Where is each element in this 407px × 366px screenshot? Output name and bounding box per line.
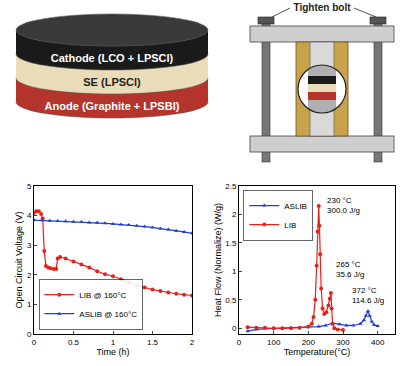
svg-text:230 °C300.0 J/g: 230 °C300.0 J/g — [327, 196, 360, 215]
svg-text:2: 2 — [27, 271, 32, 280]
svg-text:0.5: 0.5 — [225, 296, 237, 305]
svg-text:Anode (Graphite + LPSBI): Anode (Graphite + LPSBI) — [45, 100, 180, 112]
svg-text:SE (LPSCl): SE (LPSCl) — [83, 76, 141, 88]
svg-text:5: 5 — [27, 182, 32, 191]
svg-text:Cathode (LCO + LPSCl): Cathode (LCO + LPSCl) — [51, 52, 174, 64]
svg-text:4: 4 — [27, 211, 32, 220]
svg-text:2: 2 — [190, 338, 195, 347]
svg-text:1.5: 1.5 — [147, 338, 159, 347]
svg-text:200: 200 — [302, 338, 316, 347]
svg-text:100: 100 — [267, 338, 281, 347]
svg-text:Tighten bolt: Tighten bolt — [293, 2, 351, 13]
svg-text:1: 1 — [232, 267, 237, 276]
svg-text:Temperature(°C): Temperature(°C) — [284, 347, 351, 357]
svg-text:0: 0 — [237, 338, 242, 347]
svg-text:LIB @ 160°C: LIB @ 160°C — [79, 291, 126, 300]
svg-text:Open Circuit Voltage (V): Open Circuit Voltage (V) — [14, 211, 24, 308]
svg-text:1: 1 — [111, 338, 116, 347]
svg-text:0: 0 — [32, 338, 37, 347]
svg-text:400: 400 — [371, 338, 385, 347]
svg-text:0: 0 — [232, 324, 237, 333]
svg-text:300: 300 — [336, 338, 350, 347]
svg-text:Time (h): Time (h) — [96, 347, 129, 357]
svg-text:1: 1 — [27, 300, 32, 309]
svg-text:Heat Flow (Normalize) (W/g): Heat Flow (Normalize) (W/g) — [213, 203, 223, 317]
svg-text:LIB: LIB — [284, 221, 296, 230]
svg-text:372 °C114.6 J/g: 372 °C114.6 J/g — [352, 286, 384, 305]
svg-text:3: 3 — [27, 241, 32, 250]
svg-text:2: 2 — [232, 210, 237, 219]
svg-text:265 °C35.6 J/g: 265 °C35.6 J/g — [336, 260, 364, 279]
svg-text:1.5: 1.5 — [225, 239, 237, 248]
svg-text:2.5: 2.5 — [225, 182, 237, 191]
svg-text:ASLIB @ 160°C: ASLIB @ 160°C — [79, 310, 137, 319]
svg-text:ASLIB: ASLIB — [284, 202, 307, 211]
svg-text:0: 0 — [27, 330, 32, 339]
svg-text:0.5: 0.5 — [68, 338, 80, 347]
